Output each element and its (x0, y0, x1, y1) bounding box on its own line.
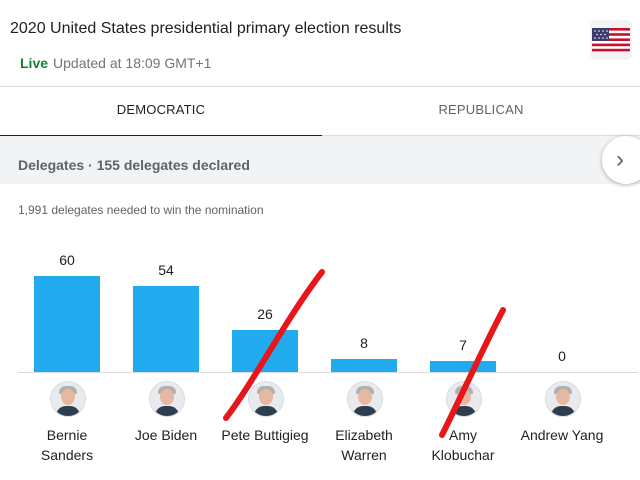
candidate-name[interactable]: Amy Klobuchar (415, 425, 511, 465)
candidate-name[interactable]: Pete Buttigieg (217, 425, 313, 445)
bar-2 (232, 330, 298, 372)
candidate-avatar[interactable] (446, 381, 482, 417)
candidate-name-line1: Pete Buttigieg (221, 427, 309, 443)
candidate-name-line1: Elizabeth (335, 427, 393, 443)
party-tabs: DEMOCRATIC REPUBLICAN (0, 87, 640, 137)
tab-republican[interactable]: REPUBLICAN (438, 102, 524, 117)
candidate-name[interactable]: Elizabeth Warren (316, 425, 412, 465)
bar-value-label: 0 (558, 348, 566, 364)
candidate-name[interactable]: Joe Biden (118, 425, 214, 445)
candidate-name-line2: Klobuchar (431, 447, 495, 463)
candidate-avatar[interactable] (149, 381, 185, 417)
live-badge: Live (20, 55, 49, 71)
live-status: Live Updated at 18:09 GMT+1 (20, 55, 211, 71)
candidate-name[interactable]: Dev (613, 425, 640, 445)
chart-baseline (18, 372, 638, 373)
candidate-name-line1: Joe Biden (134, 427, 198, 443)
delegates-card: 1,991 delegates needed to win the nomina… (0, 184, 640, 480)
candidate-name[interactable]: Andrew Yang (514, 425, 610, 445)
candidate-name-line2: Warren (341, 447, 387, 463)
candidate-name[interactable]: Bernie Sanders (19, 425, 115, 465)
candidate-avatar[interactable] (248, 381, 284, 417)
candidate-name-line1: Andrew Yang (520, 427, 604, 443)
candidate-avatar[interactable] (347, 381, 383, 417)
bar-4 (430, 361, 496, 372)
bar-value-label: 26 (257, 306, 273, 322)
candidate-name-line1: Amy (449, 427, 477, 443)
bar-1 (133, 286, 199, 372)
candidate-name-line1: Dev (613, 425, 640, 445)
bar-value-label: 60 (59, 252, 75, 268)
delegates-needed-text: 1,991 delegates needed to win the nomina… (18, 203, 264, 217)
bar-value-label: 54 (158, 262, 174, 278)
us-flag-icon (590, 20, 632, 60)
candidate-name-line2: Sanders (40, 447, 94, 463)
chevron-right-icon: › (616, 146, 624, 173)
delegates-bar-chart: 60 Bernie Sanders 54 Joe Biden 26 Pete Buttigi… (0, 184, 640, 480)
page-title: 2020 United States presidential primary … (10, 20, 402, 37)
tab-democratic[interactable]: DEMOCRATIC (0, 87, 322, 137)
delegates-title: Delegates · 155 delegates declared (18, 157, 250, 173)
delegates-header: Delegates · 155 delegates declared (0, 136, 640, 184)
delegates-panel: Delegates · 155 delegates declared 1,991… (0, 136, 640, 480)
updated-time: Updated at 18:09 GMT+1 (53, 55, 212, 71)
candidate-avatar[interactable] (545, 381, 581, 417)
bar-value-label: 8 (360, 335, 368, 351)
candidate-name-line1: Bernie (46, 427, 88, 443)
bar-3 (331, 359, 397, 372)
results-header: 2020 United States presidential primary … (0, 0, 640, 87)
candidate-avatar[interactable] (50, 381, 86, 417)
next-candidates-button[interactable]: › (602, 136, 640, 184)
bar-0 (34, 276, 100, 372)
bar-value-label: 7 (459, 337, 467, 353)
